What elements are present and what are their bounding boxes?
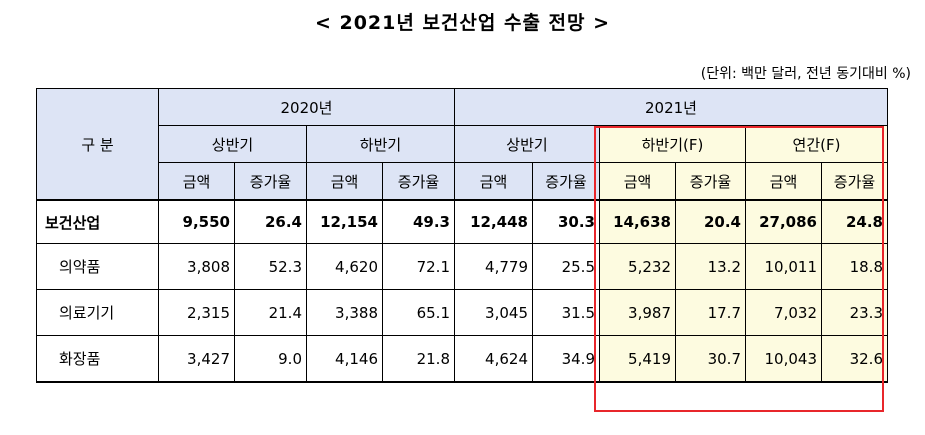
row-label: 화장품 [36, 335, 159, 383]
row-label: 의약품 [36, 243, 159, 290]
unit-note: (단위: 백만 달러, 전년 동기대비 %) [700, 66, 911, 82]
amount-header: 금액 [745, 162, 822, 201]
cell-value: 31.5 [532, 289, 600, 336]
table-row: 의약품 3,808 52.3 4,620 72.1 4,779 25.5 5,2… [36, 243, 888, 290]
cell-value: 72.1 [382, 243, 455, 290]
cell-value: 18.8 [821, 243, 888, 290]
cell-value: 3,427 [158, 335, 235, 383]
cell-value: 23.3 [821, 289, 888, 336]
cell-value: 4,779 [454, 243, 533, 290]
cell-value: 4,624 [454, 335, 533, 383]
cell-value: 65.1 [382, 289, 455, 336]
cell-value: 3,045 [454, 289, 533, 336]
cell-value: 14,638 [599, 199, 676, 244]
cell-value: 5,419 [599, 335, 676, 383]
cell-value: 9.0 [234, 335, 307, 383]
growth-header: 증가율 [234, 162, 307, 201]
growth-header: 증가율 [532, 162, 600, 201]
table-row: 의료기기 2,315 21.4 3,388 65.1 3,045 31.5 3,… [36, 289, 888, 336]
cell-value: 2,315 [158, 289, 235, 336]
cell-value: 21.8 [382, 335, 455, 383]
cell-value: 34.9 [532, 335, 600, 383]
cell-value: 49.3 [382, 199, 455, 244]
amount-header: 금액 [158, 162, 235, 201]
cell-value: 3,388 [306, 289, 383, 336]
cell-value: 3,987 [599, 289, 676, 336]
row-label: 보건산업 [36, 199, 159, 244]
category-header: 구 분 [36, 88, 159, 201]
cell-value: 5,232 [599, 243, 676, 290]
cell-value: 10,011 [745, 243, 822, 290]
growth-header: 증가율 [382, 162, 455, 201]
cell-value: 13.2 [675, 243, 746, 290]
cell-value: 26.4 [234, 199, 307, 244]
cell-value: 32.6 [821, 335, 888, 383]
h2-2021-forecast-header: 하반기(F) [599, 125, 746, 163]
year-2021-header: 2021년 [454, 88, 888, 126]
cell-value: 27,086 [745, 199, 822, 244]
cell-value: 21.4 [234, 289, 307, 336]
cell-value: 9,550 [158, 199, 235, 244]
cell-value: 4,620 [306, 243, 383, 290]
h1-2020-header: 상반기 [158, 125, 307, 163]
h2-2020-header: 하반기 [306, 125, 455, 163]
growth-header: 증가율 [821, 162, 888, 201]
cell-value: 10,043 [745, 335, 822, 383]
cell-value: 30.3 [532, 199, 600, 244]
cell-value: 17.7 [675, 289, 746, 336]
cell-value: 20.4 [675, 199, 746, 244]
annual-2021-forecast-header: 연간(F) [745, 125, 888, 163]
cell-value: 4,146 [306, 335, 383, 383]
cell-value: 30.7 [675, 335, 746, 383]
cell-value: 52.3 [234, 243, 307, 290]
cell-value: 24.8 [821, 199, 888, 244]
growth-header: 증가율 [675, 162, 746, 201]
row-label: 의료기기 [36, 289, 159, 336]
export-forecast-table: 구 분 2020년 2021년 상반기 하반기 상반기 하반기(F) 연간(F)… [36, 88, 888, 383]
amount-header: 금액 [599, 162, 676, 201]
table-row: 화장품 3,427 9.0 4,146 21.8 4,624 34.9 5,41… [36, 335, 888, 383]
year-2020-header: 2020년 [158, 88, 455, 126]
cell-value: 3,808 [158, 243, 235, 290]
table-row: 보건산업 9,550 26.4 12,154 49.3 12,448 30.3 … [36, 199, 888, 244]
cell-value: 7,032 [745, 289, 822, 336]
amount-header: 금액 [306, 162, 383, 201]
page-title: < 2021년 보건산업 수출 전망 > [314, 12, 611, 34]
h1-2021-header: 상반기 [454, 125, 600, 163]
cell-value: 12,154 [306, 199, 383, 244]
cell-value: 12,448 [454, 199, 533, 244]
cell-value: 25.5 [532, 243, 600, 290]
amount-header: 금액 [454, 162, 533, 201]
